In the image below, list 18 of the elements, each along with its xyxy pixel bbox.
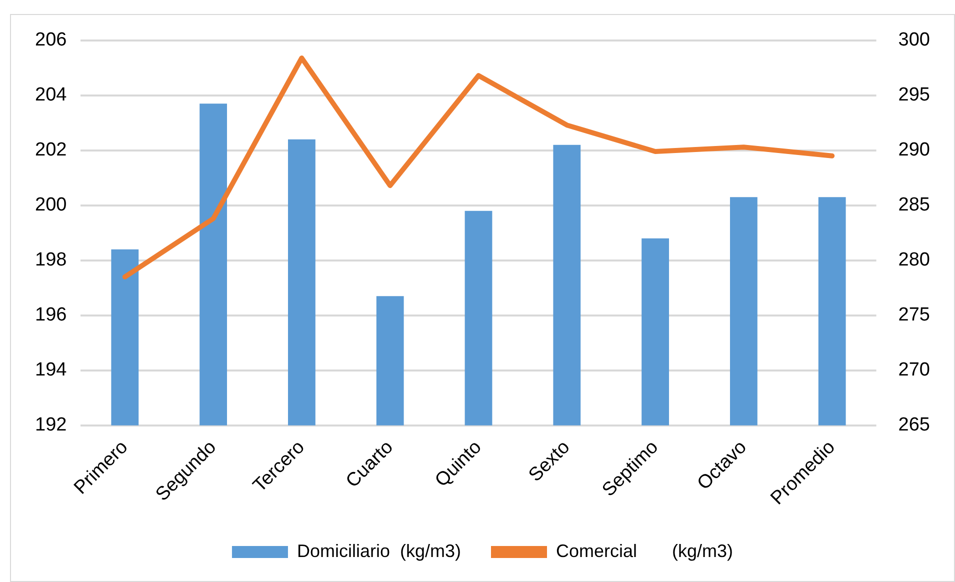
y2-tick-label: 280	[898, 250, 930, 271]
y-tick-label: 204	[35, 84, 68, 106]
y-tick-label: 206	[35, 30, 67, 51]
y-tick-label: 198	[35, 250, 67, 271]
y2-tick-label: 270	[898, 360, 930, 381]
y-tick-label: 202	[35, 140, 67, 161]
legend-label: Comercial (kg/m3)	[556, 540, 734, 561]
y2-tick-label: 275	[898, 304, 930, 326]
y-tick-label: 196	[35, 304, 67, 326]
y2-tick-label: 295	[898, 84, 930, 106]
y-tick-label: 200	[35, 194, 67, 216]
legend-label: Domiciliario (kg/m3)	[296, 540, 462, 561]
y-tick-label: 192	[35, 414, 67, 436]
y2-tick-label: 300	[898, 30, 930, 51]
y-tick-label: 194	[35, 360, 68, 381]
y2-tick-label: 290	[898, 140, 930, 161]
y2-tick-label: 265	[898, 414, 930, 436]
y2-tick-label: 285	[898, 194, 930, 216]
